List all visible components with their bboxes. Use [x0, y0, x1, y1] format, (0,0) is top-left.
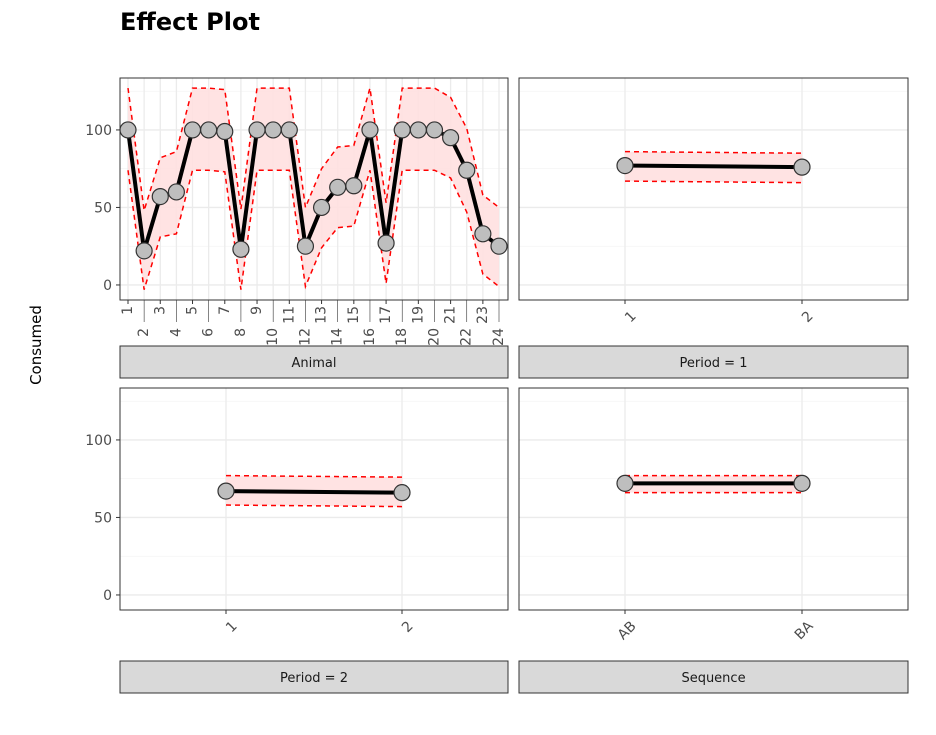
ci-upper-line [225, 474, 403, 478]
panel-period-1: 1 2 Period = 1 [518, 77, 909, 379]
x-tick-label: 7 [217, 306, 233, 315]
panel-border [119, 77, 509, 301]
x-tick-label: 21 [443, 306, 459, 324]
data-point [616, 474, 634, 492]
data-point [793, 474, 811, 492]
data-point [425, 121, 444, 139]
x-tick-label: 11 [281, 306, 297, 324]
data-point [393, 121, 411, 139]
data-point [377, 234, 395, 252]
strip-background [518, 660, 909, 694]
y-tick-label: 0 [103, 588, 112, 604]
ci-lower-line [225, 504, 403, 508]
data-point [458, 161, 476, 179]
panel-background [519, 388, 908, 610]
y-tick-label: 50 [94, 200, 112, 216]
x-tick-label: 5 [185, 306, 201, 315]
data-point [345, 177, 363, 195]
strip-label: Period = 1 [680, 356, 748, 371]
data-point [264, 121, 282, 139]
x-tick-label: 24 [491, 328, 507, 346]
data-point [151, 187, 169, 206]
panel-sequence: AB BA Sequence [518, 387, 909, 694]
x-tick-label: 8 [233, 328, 249, 337]
x-tick-label: 1 [223, 618, 241, 636]
x-tick-label: 17 [378, 306, 394, 324]
x-tick-label: 1 [622, 308, 640, 326]
ci-upper-line [624, 150, 803, 154]
y-tick-label: 50 [94, 510, 112, 526]
x-tick-label: 22 [459, 328, 475, 346]
x-tick-label: 18 [394, 328, 410, 346]
x-tick-label: 23 [475, 306, 491, 324]
x-tick-label: 20 [426, 328, 442, 346]
x-tick-label: 13 [314, 306, 330, 324]
x-tick-label: 4 [168, 328, 184, 337]
x-tick-label: BA [792, 618, 817, 643]
x-tick-label: 10 [265, 328, 281, 346]
strip-label: Animal [292, 356, 337, 371]
panel-animal: 0501001234567891011121314151617181920212… [85, 77, 509, 379]
x-tick-label: 2 [399, 618, 417, 636]
chart-title: Effect Plot [120, 8, 260, 36]
data-point [296, 237, 315, 255]
y-tick-label: 100 [85, 433, 112, 449]
strip-background [518, 345, 909, 379]
strip-label: Sequence [681, 671, 745, 686]
x-tick-label: 12 [297, 328, 313, 346]
y-tick-label: 0 [103, 278, 112, 294]
x-tick-label: 15 [346, 306, 362, 324]
x-tick-label: 16 [362, 328, 378, 346]
data-point [248, 121, 266, 139]
x-tick-label: 2 [136, 328, 152, 337]
data-point [232, 240, 250, 258]
panel-period-2: 0 50 100 1 2 Period = 2 [85, 387, 509, 694]
strip-background [119, 345, 509, 379]
ci-lower-line [127, 169, 500, 290]
data-point [329, 178, 347, 196]
x-tick-label: AB [615, 618, 640, 643]
data-point [490, 237, 508, 255]
data-point [216, 122, 234, 141]
data-point [393, 484, 411, 502]
strip-label: Period = 2 [280, 671, 348, 686]
x-tick-label: 1 [120, 306, 136, 315]
data-point [409, 121, 427, 139]
data-point [793, 158, 811, 176]
data-point [361, 121, 379, 139]
panel-border [518, 77, 909, 301]
effect-line [225, 489, 403, 495]
data-point [217, 482, 235, 500]
x-tick-label: 9 [249, 306, 265, 315]
data-point [442, 129, 460, 147]
data-point [474, 225, 492, 243]
data-point [167, 183, 185, 201]
x-tick-label: 19 [410, 306, 426, 324]
x-tick-label: 3 [152, 306, 168, 315]
data-point [200, 121, 218, 139]
data-point [183, 121, 202, 139]
data-point [616, 156, 634, 175]
data-point [280, 121, 298, 139]
data-point [135, 242, 153, 260]
y-tick-label: 100 [85, 123, 112, 139]
x-tick-label: 2 [799, 308, 817, 326]
data-point [312, 198, 331, 217]
strip-background [119, 660, 509, 694]
panel-border [518, 387, 909, 611]
ci-lower-line [624, 180, 803, 184]
x-tick-label: 6 [201, 328, 217, 337]
effect-line [624, 163, 803, 170]
y-axis-label: Consumed [27, 305, 45, 385]
panel-border [119, 387, 509, 611]
x-tick-label: 14 [330, 328, 346, 346]
panel-background [519, 78, 908, 300]
data-point [119, 121, 137, 139]
ci-upper-line [127, 87, 500, 211]
